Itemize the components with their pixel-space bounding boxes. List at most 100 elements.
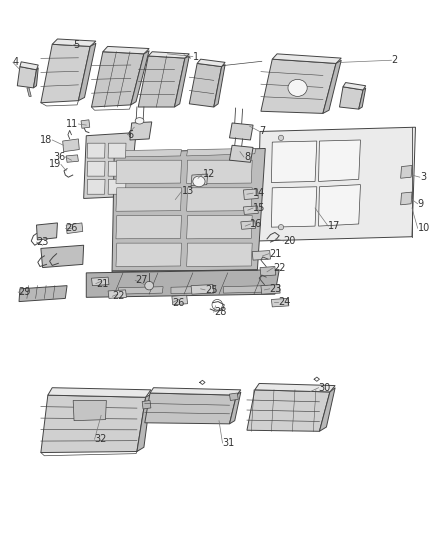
Polygon shape	[272, 187, 317, 227]
Text: 23: 23	[270, 284, 282, 294]
Polygon shape	[401, 165, 412, 178]
Polygon shape	[261, 285, 280, 294]
Polygon shape	[130, 122, 152, 140]
Text: 19: 19	[49, 159, 61, 169]
Polygon shape	[87, 179, 105, 194]
Text: 15: 15	[253, 203, 265, 213]
Text: 5: 5	[73, 41, 79, 50]
Text: 27: 27	[135, 276, 148, 285]
Text: 36: 36	[53, 152, 65, 162]
Polygon shape	[319, 387, 335, 431]
Text: 22: 22	[113, 291, 125, 301]
Polygon shape	[92, 52, 144, 107]
Ellipse shape	[193, 176, 205, 187]
Polygon shape	[318, 140, 360, 181]
Polygon shape	[323, 60, 341, 114]
Polygon shape	[339, 87, 363, 109]
Polygon shape	[255, 383, 335, 392]
Polygon shape	[260, 266, 276, 276]
Text: 24: 24	[279, 296, 291, 306]
Polygon shape	[108, 179, 126, 194]
Polygon shape	[197, 59, 225, 67]
Polygon shape	[272, 141, 317, 182]
Polygon shape	[33, 68, 38, 88]
Polygon shape	[187, 149, 256, 156]
Polygon shape	[252, 251, 271, 260]
Polygon shape	[401, 192, 412, 205]
Text: 3: 3	[420, 172, 426, 182]
Text: 11: 11	[66, 119, 78, 129]
Polygon shape	[150, 387, 241, 395]
Polygon shape	[78, 43, 96, 101]
Text: 22: 22	[274, 263, 286, 272]
Polygon shape	[223, 286, 268, 293]
Polygon shape	[174, 56, 189, 107]
Polygon shape	[187, 215, 252, 239]
Text: 28: 28	[214, 307, 226, 317]
Text: 10: 10	[418, 223, 430, 233]
Polygon shape	[137, 394, 151, 451]
Polygon shape	[92, 277, 109, 286]
Text: 12: 12	[203, 169, 215, 179]
Polygon shape	[48, 387, 151, 397]
Polygon shape	[63, 139, 79, 152]
Polygon shape	[116, 160, 181, 183]
Polygon shape	[131, 51, 149, 105]
Polygon shape	[241, 221, 256, 229]
Polygon shape	[116, 188, 181, 211]
Text: 14: 14	[253, 188, 265, 198]
Polygon shape	[41, 395, 146, 453]
Polygon shape	[230, 123, 253, 140]
Polygon shape	[36, 223, 57, 240]
Polygon shape	[189, 63, 222, 107]
Polygon shape	[81, 120, 90, 128]
Polygon shape	[214, 64, 225, 107]
Ellipse shape	[288, 79, 307, 96]
Text: 18: 18	[40, 135, 52, 145]
Text: 29: 29	[18, 287, 31, 297]
Text: 25: 25	[205, 285, 218, 295]
Polygon shape	[41, 44, 90, 103]
Polygon shape	[272, 54, 341, 63]
Polygon shape	[108, 161, 126, 176]
Text: 26: 26	[172, 297, 185, 308]
Polygon shape	[272, 298, 289, 307]
Polygon shape	[17, 67, 36, 88]
Polygon shape	[119, 287, 163, 294]
Text: 31: 31	[223, 438, 235, 448]
Ellipse shape	[145, 281, 153, 290]
Polygon shape	[116, 215, 181, 239]
Text: 26: 26	[65, 223, 78, 233]
Polygon shape	[103, 46, 149, 54]
Text: 1: 1	[193, 52, 199, 61]
Polygon shape	[244, 189, 258, 199]
Polygon shape	[187, 188, 252, 211]
Text: 9: 9	[418, 199, 424, 209]
Text: 13: 13	[182, 186, 194, 196]
Polygon shape	[84, 133, 136, 198]
Text: 21: 21	[269, 249, 281, 259]
Polygon shape	[230, 393, 238, 400]
Polygon shape	[142, 400, 151, 409]
Polygon shape	[258, 127, 416, 241]
Polygon shape	[359, 88, 366, 109]
Polygon shape	[112, 149, 265, 272]
Polygon shape	[244, 206, 258, 214]
Polygon shape	[171, 286, 215, 294]
Polygon shape	[172, 295, 187, 305]
Polygon shape	[187, 243, 252, 266]
Polygon shape	[148, 52, 189, 58]
Text: 21: 21	[96, 279, 108, 288]
Polygon shape	[73, 400, 106, 421]
Ellipse shape	[279, 135, 284, 141]
Polygon shape	[145, 393, 237, 424]
Text: 2: 2	[392, 55, 398, 65]
Polygon shape	[230, 146, 253, 163]
Polygon shape	[86, 270, 279, 297]
Text: 30: 30	[318, 383, 331, 393]
Polygon shape	[19, 286, 67, 302]
Polygon shape	[318, 184, 360, 226]
Polygon shape	[27, 88, 31, 96]
Text: 6: 6	[127, 130, 134, 140]
Polygon shape	[116, 150, 181, 157]
